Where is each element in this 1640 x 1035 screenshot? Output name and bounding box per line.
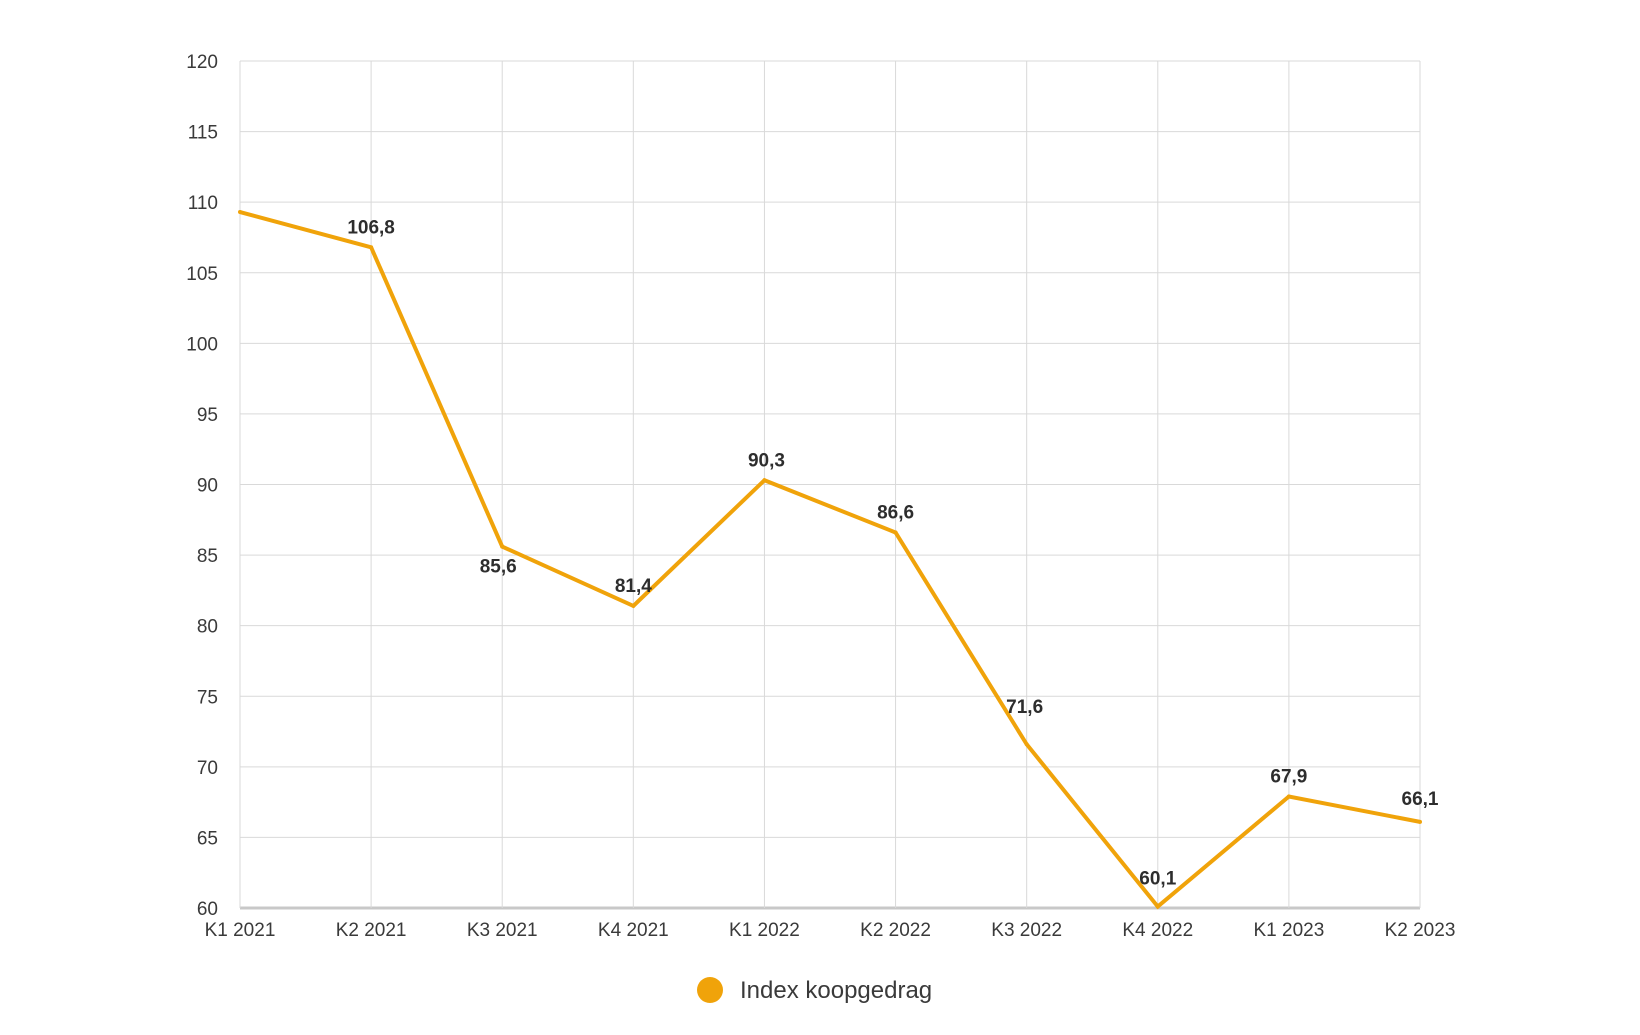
- x-tick-label: K2 2022: [860, 920, 931, 941]
- y-tick-label: 75: [197, 687, 218, 708]
- x-tick-label: K4 2022: [1122, 920, 1193, 941]
- data-label: 106,8: [347, 217, 395, 238]
- data-label: 81,4: [615, 576, 652, 597]
- y-tick-label: 95: [197, 405, 218, 426]
- x-tick-label: K2 2023: [1385, 920, 1456, 941]
- x-axis-ticks: K1 2021 K2 2021 K3 2021 K4 2021 K1 2022 K2 20…: [205, 920, 1456, 941]
- y-tick-label: 115: [188, 123, 218, 144]
- data-point: [631, 603, 636, 608]
- legend-label-index-koopgedrag: Index koopgedrag: [740, 977, 932, 1004]
- data-point: [1286, 794, 1291, 799]
- y-tick-label: 90: [197, 476, 218, 497]
- data-labels: 106,8 85,6 81,4 90,3 86,6 71,6 60,1 67,9 66,1: [347, 217, 1439, 889]
- data-label: 67,9: [1270, 766, 1307, 787]
- y-axis-ticks: 60 65 70 75 80 85 90 95 100 105 110 115 120: [186, 52, 218, 920]
- data-point: [1418, 819, 1422, 824]
- legend-swatch-index-koopgedrag: [697, 977, 723, 1003]
- y-tick-label: 70: [197, 758, 218, 779]
- y-tick-label: 80: [197, 617, 218, 638]
- data-label: 86,6: [877, 502, 914, 523]
- y-tick-label: 120: [186, 52, 218, 73]
- data-point: [369, 245, 374, 250]
- series-index-koopgedrag: [238, 210, 1422, 910]
- data-point: [893, 530, 898, 535]
- y-tick-label: 60: [197, 899, 218, 920]
- data-point: [1024, 742, 1029, 747]
- data-point: [1155, 904, 1160, 909]
- data-label: 90,3: [748, 450, 785, 471]
- x-tick-label: K3 2022: [991, 920, 1062, 941]
- x-tick-label: K2 2021: [336, 920, 407, 941]
- data-label: 66,1: [1402, 789, 1439, 810]
- data-point: [238, 210, 242, 215]
- data-label: 60,1: [1139, 869, 1176, 890]
- y-tick-label: 85: [197, 546, 218, 567]
- data-point: [762, 478, 767, 483]
- x-tick-label: K4 2021: [598, 920, 669, 941]
- y-tick-label: 110: [188, 193, 218, 214]
- series-line: [239, 210, 1421, 910]
- x-tick-label: K1 2023: [1253, 920, 1324, 941]
- data-label: 85,6: [480, 557, 517, 578]
- y-tick-label: 100: [186, 334, 218, 355]
- x-tick-label: K1 2021: [205, 920, 276, 941]
- x-tick-label: K1 2022: [729, 920, 800, 941]
- y-tick-label: 105: [186, 264, 218, 285]
- data-label: 71,6: [1006, 697, 1043, 718]
- data-point: [500, 544, 505, 549]
- grid: [239, 60, 1421, 910]
- y-tick-label: 65: [197, 828, 218, 849]
- legend[interactable]: Index koopgedrag: [697, 977, 932, 1004]
- x-tick-label: K3 2021: [467, 920, 538, 941]
